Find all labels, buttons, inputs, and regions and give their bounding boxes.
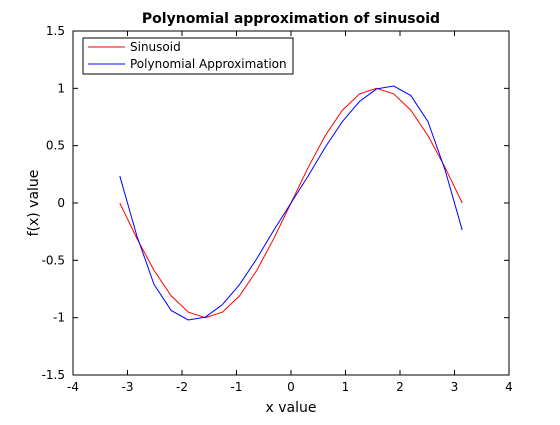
legend-label-polynomial-approximation: Polynomial Approximation: [130, 57, 287, 71]
x-tick-label: 3: [451, 380, 459, 394]
series-line-polynomial-approximation: [119, 85, 463, 321]
y-tick-label: -0.5: [42, 253, 65, 267]
y-tick-label: 1: [57, 81, 65, 95]
x-tick-label: 4: [505, 380, 513, 394]
x-axis-label: x value: [266, 400, 317, 416]
x-tick-label: -2: [176, 380, 188, 394]
legend: Sinusoid Polynomial Approximation: [82, 37, 294, 75]
x-tick-label: 1: [342, 380, 350, 394]
y-tick-label: 0.5: [46, 139, 65, 153]
x-tick-label: 2: [396, 380, 404, 394]
x-tick-label: -1: [231, 380, 243, 394]
y-tick-label: -1: [53, 311, 65, 325]
ticks-layer: -4 -3 -2 -1 0 1 2 3 4 -1.5 -1 -0.5 0 0.5 1 1.5: [42, 24, 513, 394]
x-tick-label: -3: [122, 380, 134, 394]
x-tick-label: -4: [67, 380, 79, 394]
y-tick-label: -1.5: [42, 368, 65, 382]
chart-title: Polynomial approximation of sinusoid: [142, 11, 440, 27]
series-layer: [119, 85, 463, 321]
y-tick-label: 0: [57, 196, 65, 210]
legend-label-sinusoid: Sinusoid: [130, 40, 181, 54]
x-tick-label: 0: [287, 380, 295, 394]
y-tick-label: 1.5: [46, 24, 65, 38]
y-axis-label: f(x) value: [26, 170, 42, 237]
legend-box: [82, 37, 294, 75]
